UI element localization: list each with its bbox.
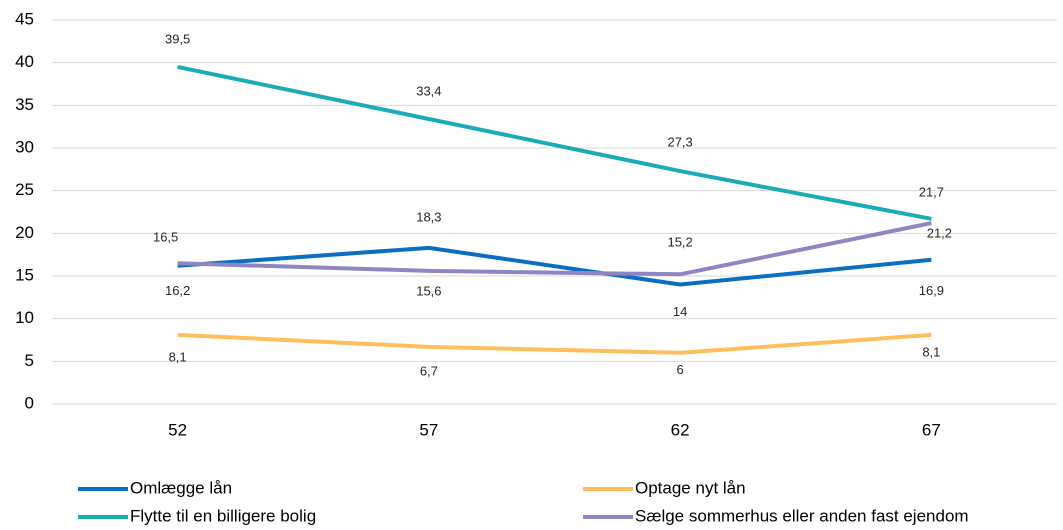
legend-label: Optage nyt lån bbox=[635, 478, 746, 497]
x-tick-label: 67 bbox=[922, 420, 941, 439]
legend-label: Sælge sommerhus eller anden fast ejendom bbox=[635, 506, 969, 525]
data-label: 18,3 bbox=[416, 209, 441, 224]
data-label: 16,2 bbox=[165, 283, 190, 298]
data-label: 15,6 bbox=[416, 283, 441, 298]
y-tick-label: 35 bbox=[15, 95, 34, 114]
y-tick-label: 25 bbox=[15, 180, 34, 199]
series-line bbox=[177, 332, 932, 355]
y-tick-label: 40 bbox=[15, 52, 34, 71]
data-label: 15,2 bbox=[667, 235, 692, 250]
y-tick-label: 45 bbox=[15, 9, 34, 28]
data-label: 6 bbox=[677, 362, 684, 377]
data-label: 16,9 bbox=[919, 283, 944, 298]
x-tick-label: 52 bbox=[168, 420, 187, 439]
data-label: 21,7 bbox=[919, 184, 944, 199]
y-tick-label: 5 bbox=[25, 351, 34, 370]
x-tick-label: 62 bbox=[671, 420, 690, 439]
data-label: 27,3 bbox=[667, 134, 692, 149]
series-line bbox=[177, 245, 932, 287]
y-tick-label: 20 bbox=[15, 223, 34, 242]
y-tick-label: 0 bbox=[25, 393, 34, 412]
y-tick-label: 30 bbox=[15, 137, 34, 156]
legend-label: Omlægge lån bbox=[130, 478, 232, 497]
legend-label: Flytte til en billigere bolig bbox=[130, 506, 316, 525]
data-label: 14 bbox=[673, 304, 687, 319]
data-label: 8,1 bbox=[169, 349, 187, 364]
data-label: 16,5 bbox=[153, 230, 178, 245]
series-line bbox=[177, 64, 932, 221]
y-tick-label: 10 bbox=[15, 308, 34, 327]
data-label: 8,1 bbox=[922, 344, 940, 359]
series-line bbox=[177, 221, 932, 277]
data-label: 6,7 bbox=[420, 363, 438, 378]
data-label: 33,4 bbox=[416, 83, 441, 98]
data-label: 39,5 bbox=[165, 31, 190, 46]
x-tick-label: 57 bbox=[419, 420, 438, 439]
data-label: 21,2 bbox=[927, 226, 952, 241]
y-tick-label: 15 bbox=[15, 265, 34, 284]
